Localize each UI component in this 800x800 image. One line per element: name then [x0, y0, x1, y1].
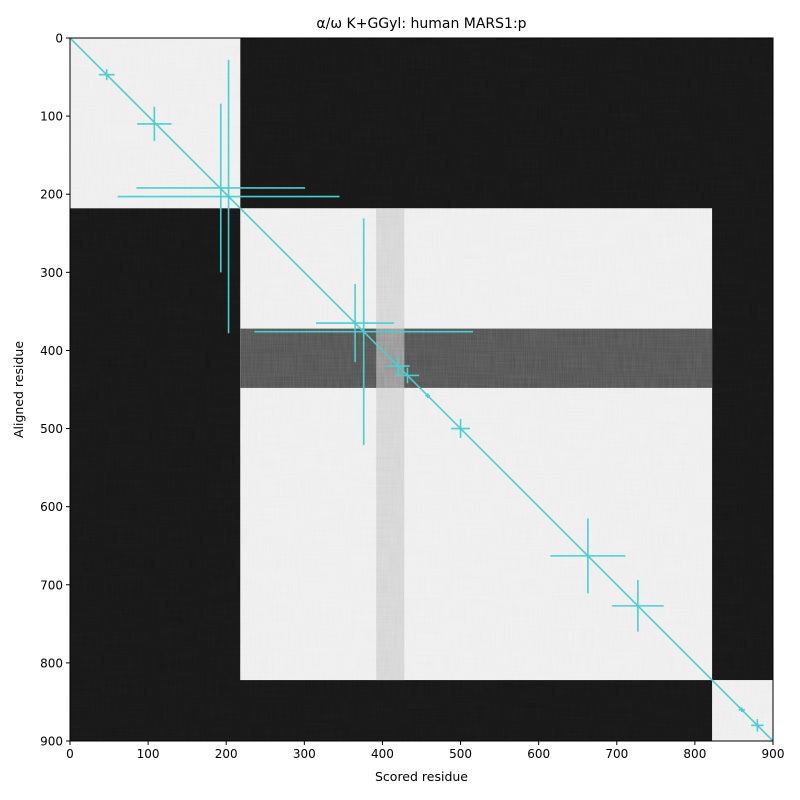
error-cross [117, 59, 340, 334]
x-tick-label: 900 [762, 747, 785, 761]
error-cross [395, 367, 420, 384]
y-tick-label: 300 [40, 266, 63, 280]
plot-frame [69, 37, 774, 742]
x-tick-label: 300 [293, 747, 316, 761]
error-cross [254, 218, 474, 445]
error-cross [451, 419, 470, 438]
x-tick-label: 800 [683, 747, 706, 761]
y-axis-label: Aligned residue [11, 341, 26, 438]
error-cross [136, 103, 306, 273]
error-cross [386, 356, 410, 376]
diagonal-line [70, 38, 773, 741]
y-tick-label: 0 [55, 32, 63, 46]
error-cross [98, 69, 115, 81]
error-cross [137, 106, 172, 142]
x-tick-label: 500 [449, 747, 472, 761]
y-tick-label: 800 [40, 656, 63, 670]
error-cross [751, 719, 764, 732]
y-tick-label: 200 [40, 188, 63, 202]
y-tick-label: 400 [40, 344, 63, 358]
error-cross [425, 393, 431, 399]
y-tick-label: 700 [40, 578, 63, 592]
x-tick-label: 600 [527, 747, 550, 761]
x-tick-label: 100 [137, 747, 160, 761]
y-tick-label: 500 [40, 422, 63, 436]
y-axis: 0 100 200 300 400 500 600 700 800 900 [40, 32, 70, 749]
x-tick-label: 400 [371, 747, 394, 761]
y-tick-label: 100 [40, 110, 63, 124]
x-axis-label: Scored residue [375, 769, 468, 784]
chart-title: α/ω K+GGyl: human MARS1:p [316, 16, 526, 32]
error-cross [550, 518, 626, 594]
x-tick-label: 0 [66, 747, 74, 761]
error-cross [612, 580, 664, 632]
diagonal-overlay [70, 38, 773, 741]
y-tick-label: 900 [40, 735, 63, 749]
error-cross [316, 284, 395, 363]
x-tick-label: 700 [605, 747, 628, 761]
x-tick-label: 200 [215, 747, 238, 761]
plot-area [70, 38, 773, 741]
y-tick-label: 600 [40, 500, 63, 514]
error-cross [738, 707, 745, 713]
x-axis: 0 100 200 300 400 500 600 700 800 900 [66, 741, 784, 761]
